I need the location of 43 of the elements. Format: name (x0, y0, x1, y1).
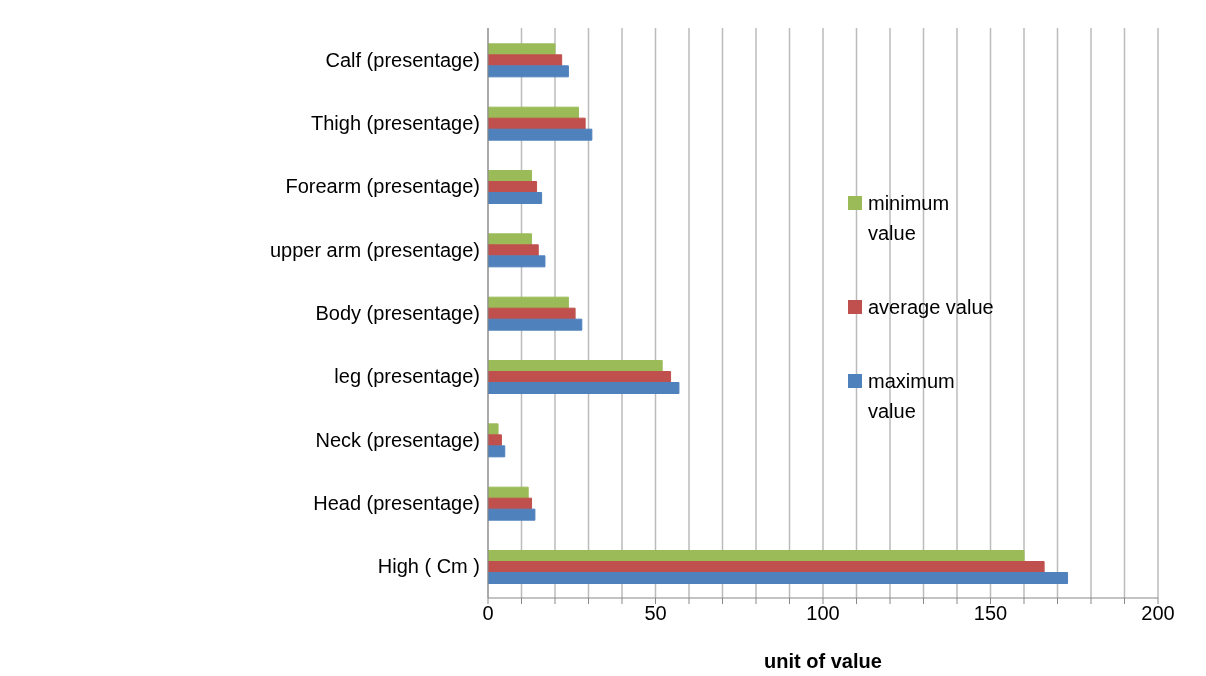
legend-label: minimum value (868, 191, 951, 246)
x-tick-label: 100 (806, 602, 840, 625)
x-tick-label: 200 (1141, 602, 1175, 625)
bar (488, 128, 593, 141)
legend-label: average value (868, 295, 995, 320)
bar (488, 371, 672, 383)
legend-label: maximum value (868, 369, 956, 424)
bar (488, 181, 538, 193)
y-tick-label: Forearm (presentage) (285, 175, 480, 198)
bar (488, 445, 506, 458)
bar (488, 497, 533, 510)
y-tick-label: upper arm (presentage) (269, 238, 480, 261)
x-axis-title: unit of value (764, 650, 882, 672)
x-tick-label: 50 (644, 602, 667, 625)
bar (488, 360, 663, 372)
y-tick-label: Neck (presentage) (315, 428, 480, 451)
bar (488, 192, 543, 204)
bar (488, 296, 569, 309)
bar (488, 170, 533, 182)
bar (488, 117, 586, 130)
y-tick-label: Body (presentage) (315, 302, 480, 325)
bar (488, 233, 533, 246)
bar (488, 43, 556, 56)
bar (488, 508, 536, 521)
y-tick-label: Calf (presentage) (325, 48, 480, 71)
bar (488, 307, 576, 320)
bar (488, 255, 546, 268)
bar (488, 244, 539, 257)
bar (488, 54, 563, 67)
bar (488, 550, 1025, 562)
bar (488, 106, 579, 119)
y-tick-label: High ( Cm ) (377, 555, 480, 578)
bar (488, 486, 529, 499)
x-tick-label: 0 (482, 602, 494, 625)
x-tick-label: 150 (973, 602, 1008, 625)
bar (488, 65, 569, 78)
bar (488, 561, 1045, 573)
bar (488, 572, 1069, 584)
y-tick-label: Head (presentage) (313, 492, 480, 515)
y-tick-label: leg (presentage) (334, 365, 480, 388)
y-tick-label: Thigh (presentage) (311, 112, 480, 135)
bar (488, 382, 680, 394)
bar (488, 318, 583, 331)
